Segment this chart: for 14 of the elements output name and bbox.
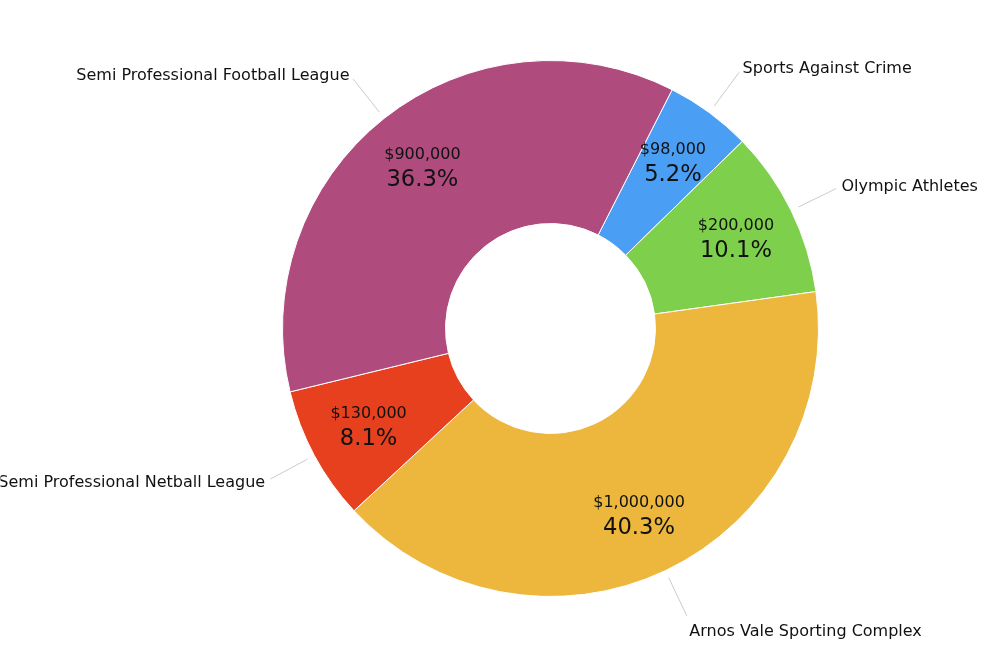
- text: $98,000: [639, 139, 707, 159]
- data-label: 40.3%: [603, 513, 676, 540]
- data-label: 10.1%: [699, 235, 772, 262]
- data-label: 36.3%: [386, 164, 459, 191]
- text: $1,000,000: [593, 492, 685, 512]
- slice-label: Olympic Athletes: [841, 176, 978, 196]
- data-label: 8.1%: [339, 424, 398, 451]
- slice-label: Arnos Vale Sporting Complex: [689, 621, 922, 641]
- text: $900,000: [384, 143, 461, 163]
- data-label: 5.2%: [644, 160, 702, 187]
- slice-label: Semi Professional Football League: [76, 64, 350, 84]
- text: $200,000: [697, 214, 775, 234]
- text: $130,000: [330, 403, 407, 423]
- slice-label: Sports Against Crime: [742, 58, 912, 78]
